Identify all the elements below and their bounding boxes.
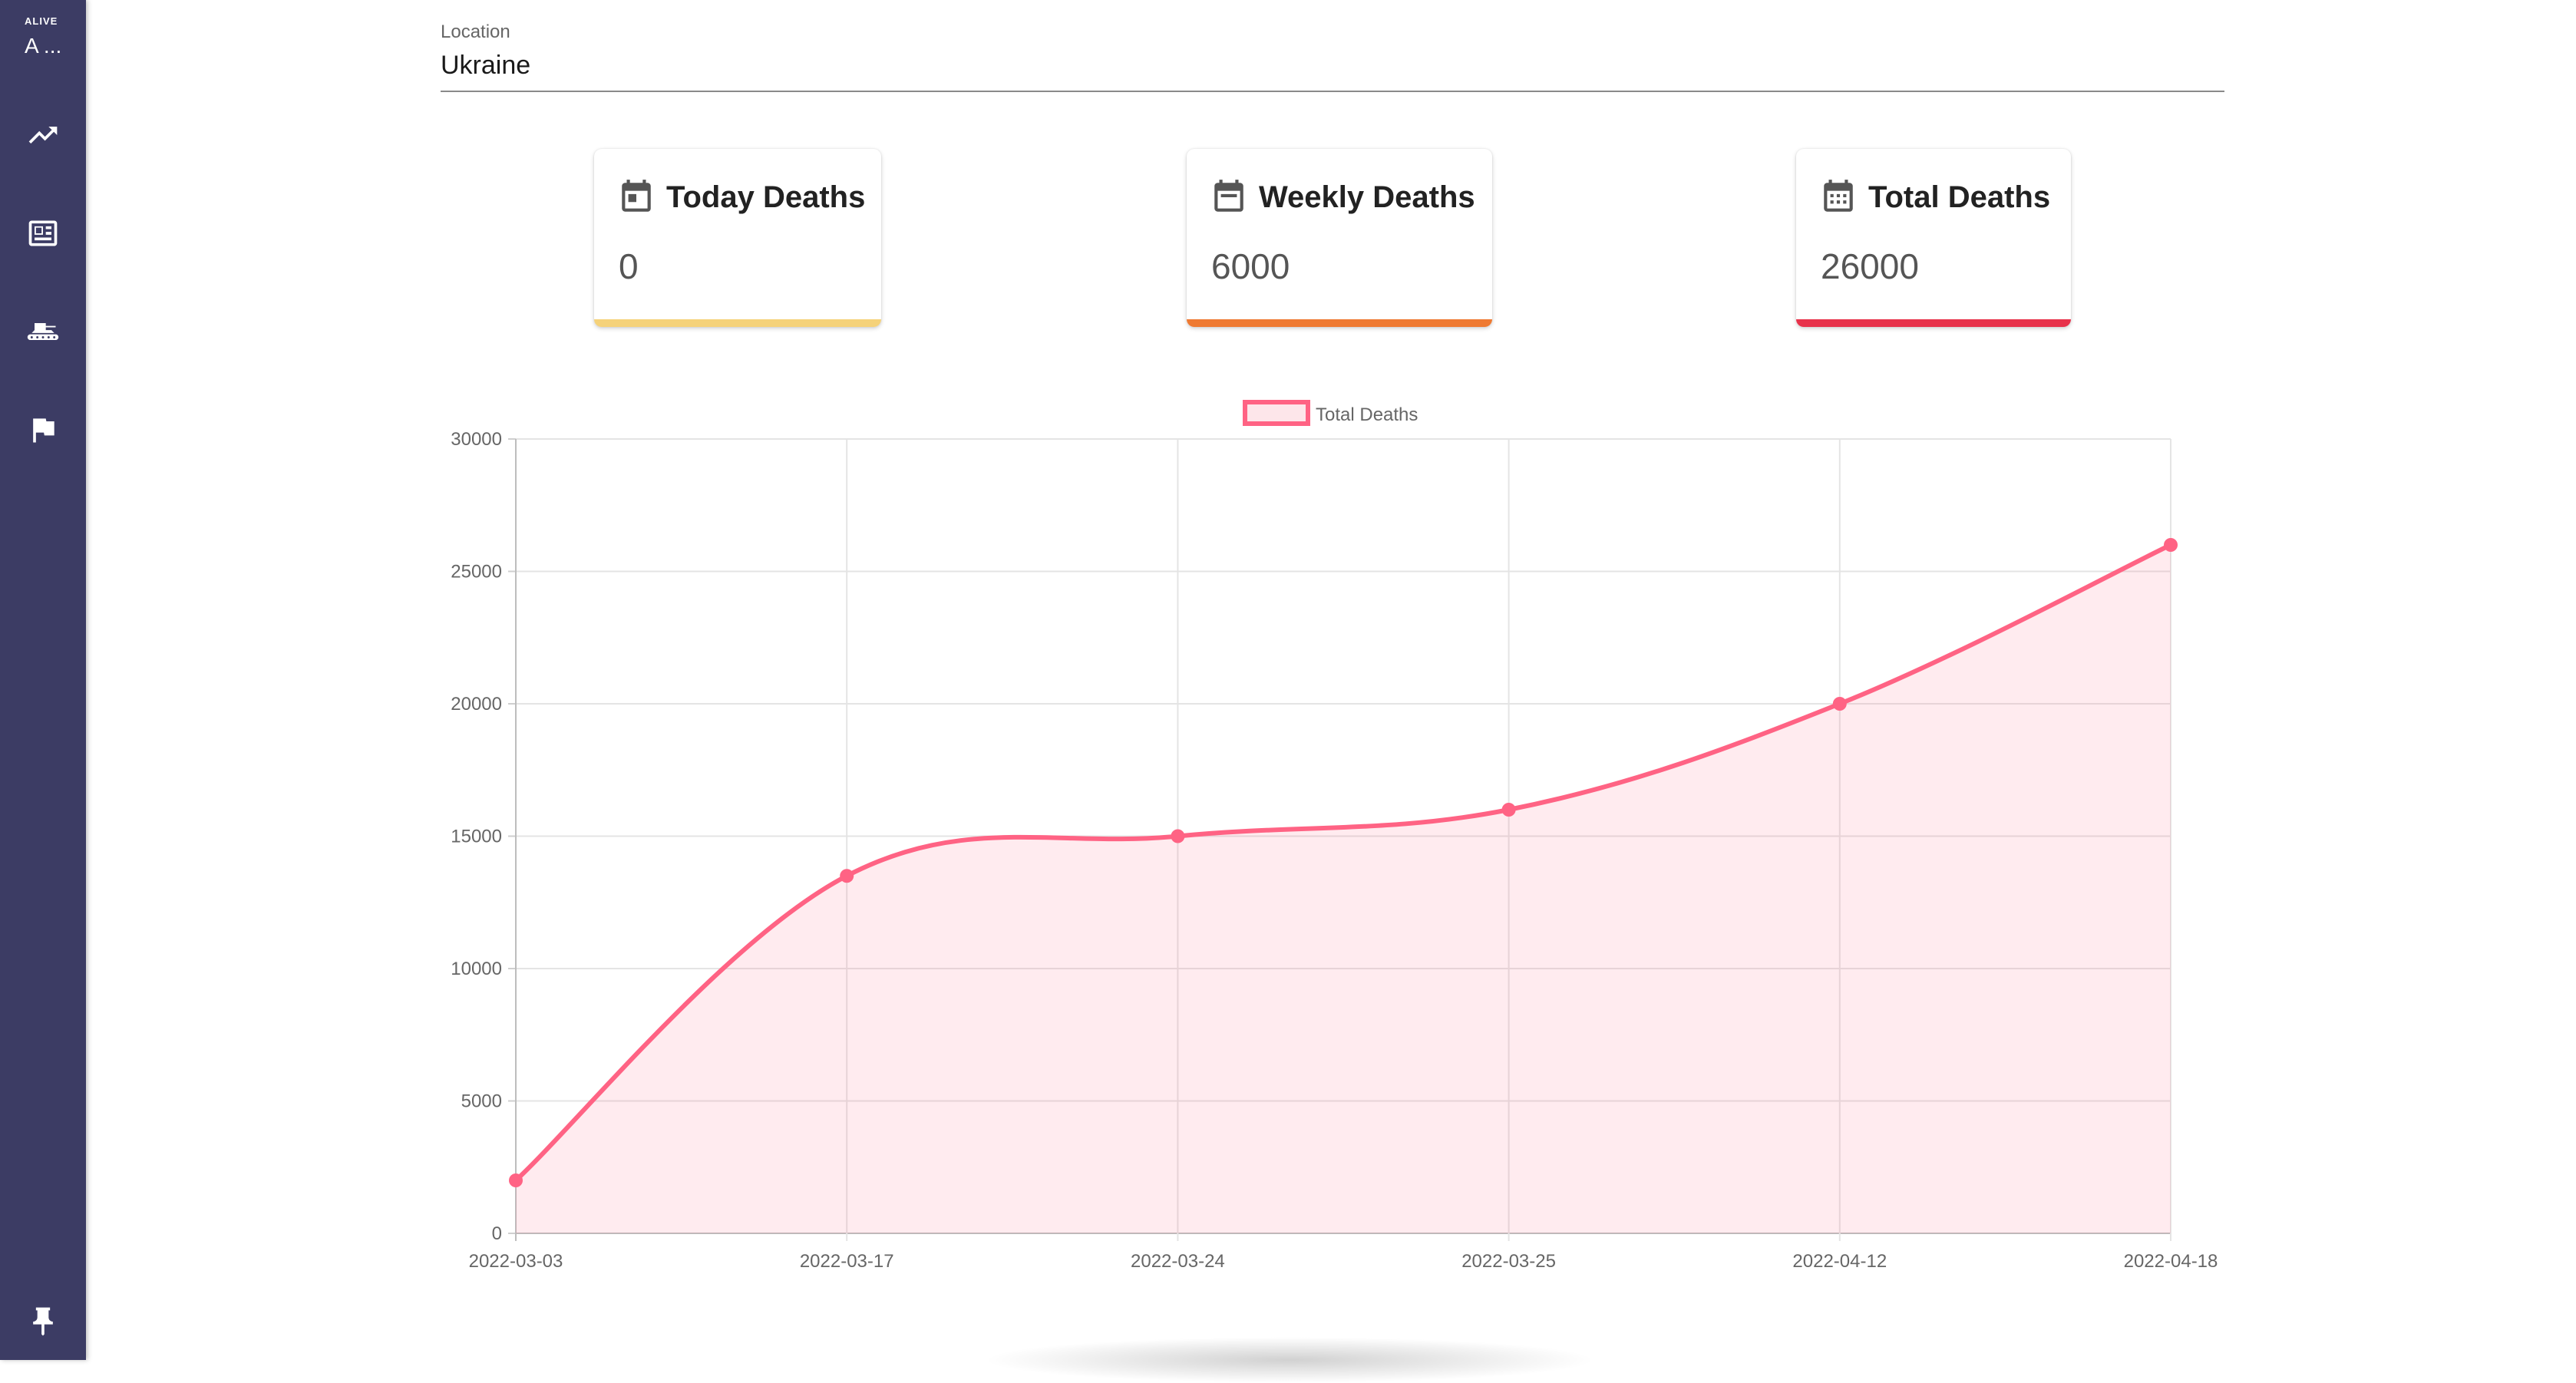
total-deaths-value: 26000 [1821,246,1919,286]
x-tick-label: 2022-03-03 [469,1251,563,1272]
x-tick-label: 2022-03-25 [1461,1251,1556,1272]
trending-up-icon[interactable] [25,117,61,153]
total-deaths-title: Total Deaths [1868,180,2051,214]
weekly-deaths-value: 6000 [1211,246,1290,286]
data-point [1832,697,1847,711]
x-tick-label: 2022-04-12 [1792,1251,1887,1272]
weekly-deaths-card: Weekly Deaths 6000 [1187,149,1492,327]
location-field[interactable]: Location Ukraine [441,21,2224,92]
data-point [840,869,854,883]
newspaper-icon[interactable] [25,215,61,252]
x-tick-label: 2022-04-18 [2124,1251,2218,1272]
weekly-deaths-accent-bar [1187,319,1492,327]
today-deaths-value: 0 [619,246,639,286]
y-tick-label: 0 [492,1223,502,1244]
sidebar: ALIVE A ... [0,0,86,1360]
total-deaths-card: Total Deaths 26000 [1796,149,2071,327]
data-point [2164,538,2178,552]
legend-swatch [1243,400,1310,426]
y-tick-label: 15000 [451,827,502,847]
x-tick-label: 2022-03-24 [1131,1251,1225,1272]
y-tick-label: 10000 [451,959,502,979]
y-tick-label: 25000 [451,562,502,583]
today-deaths-card: Today Deaths 0 [594,149,881,327]
data-point [509,1173,523,1187]
today-deaths-accent-bar [594,319,881,327]
pin-icon[interactable] [25,1303,61,1340]
brand-name[interactable]: A ... [25,34,62,58]
data-point [1501,803,1516,817]
tank-icon[interactable] [25,313,61,350]
calendar-week-icon [1214,180,1243,212]
y-tick-label: 5000 [461,1091,502,1112]
x-tick-label: 2022-03-17 [800,1251,894,1272]
data-point [1171,829,1185,843]
series-line [514,543,2172,1183]
location-input[interactable]: Ukraine [441,51,531,80]
y-tick-label: 20000 [451,694,502,715]
card-title: Weekly Deaths [1210,178,1475,216]
location-label: Location [441,21,510,42]
brand-logo: ALIVE [25,15,58,27]
series-area [516,545,2171,1233]
card-title: Total Deaths [1819,178,2050,216]
calendar-today-icon [622,180,651,212]
bottom-shadow [983,1337,1597,1383]
calendar-month-icon [1824,180,1853,212]
legend-label: Total Deaths [1316,404,1418,425]
total-deaths-accent-bar [1796,319,2071,327]
weekly-deaths-title: Weekly Deaths [1259,180,1475,214]
today-deaths-title: Today Deaths [666,180,866,214]
card-title: Today Deaths [617,178,865,216]
flag-icon[interactable] [25,411,61,448]
y-tick-label: 30000 [451,429,502,450]
